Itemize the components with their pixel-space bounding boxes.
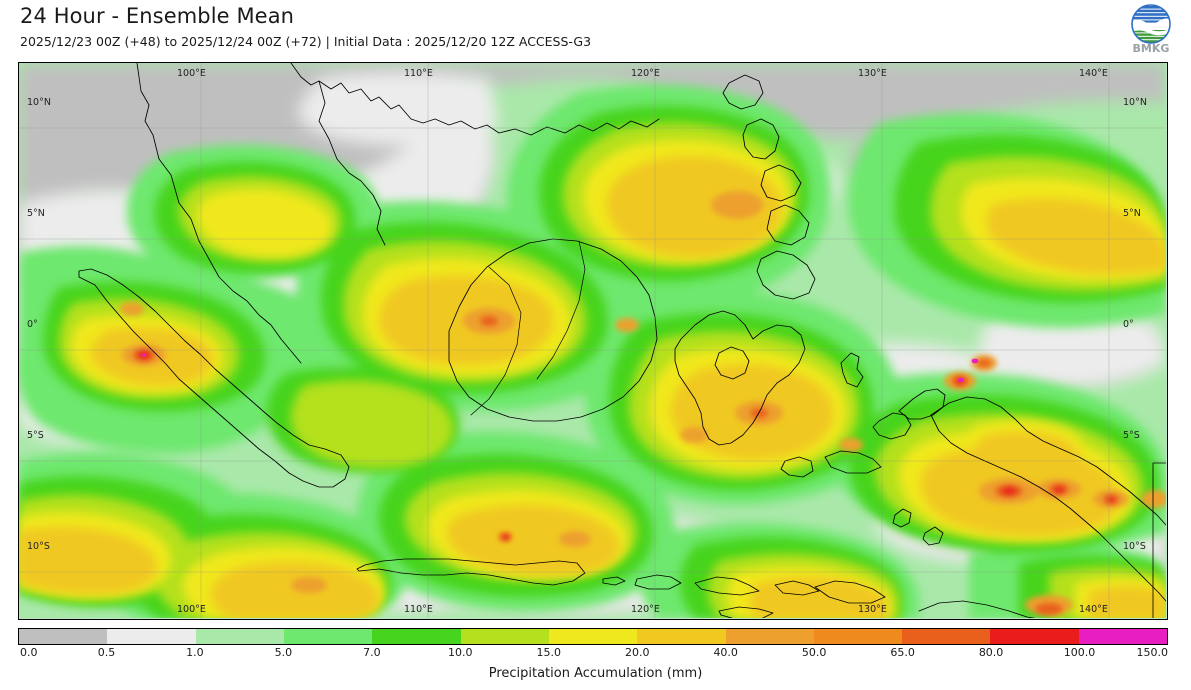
header-bar: 24 Hour - Ensemble Mean 2025/12/23 00Z (…: [0, 0, 1191, 58]
map-canvas: 10°N 5°N 0° 5°S 10°S 10°N 5°N 0° 5°S 10°…: [19, 63, 1166, 618]
colorbar-tick-1: 0.5: [97, 646, 116, 659]
colorbar-segment-12: [1078, 629, 1168, 644]
colorbar-caption: Precipitation Accumulation (mm): [488, 666, 703, 681]
lon-label-top-1: 110°E: [404, 68, 433, 79]
colorbar-tick-7: 20.0: [624, 646, 650, 659]
colorbar-tick-13: 150.0: [1136, 646, 1169, 659]
precipitation-map[interactable]: 10°N 5°N 0° 5°S 10°S 10°N 5°N 0° 5°S 10°…: [18, 62, 1168, 620]
colorbar-tick-5: 10.0: [448, 646, 473, 659]
colorbar-segment-6: [548, 629, 638, 644]
lat-label-right-4: 10°S: [1123, 541, 1146, 552]
lon-label-top-2: 120°E: [631, 68, 660, 79]
bmkg-logo-text: BMKG: [1133, 42, 1170, 54]
colorbar-segment-1: [107, 629, 196, 644]
graticule: [19, 63, 1166, 618]
colorbar-segment-7: [637, 629, 726, 644]
coastlines: [78, 63, 1166, 618]
colorbar-segment-10: [902, 629, 991, 644]
colorbar-tick-2: 1.0: [186, 646, 204, 659]
colorbar-segment-2: [195, 629, 284, 644]
lon-label-bottom-2: 120°E: [631, 604, 660, 615]
lat-label-left-3: 5°S: [27, 430, 44, 441]
colorbar-segment-4: [372, 629, 461, 644]
lat-label-right-3: 5°S: [1123, 430, 1140, 441]
lat-label-left-0: 10°N: [27, 97, 51, 108]
page-subtitle: 2025/12/23 00Z (+48) to 2025/12/24 00Z (…: [20, 34, 592, 49]
lon-label-top-4: 140°E: [1079, 68, 1108, 79]
colorbar-gradient: [18, 628, 1168, 645]
colorbar-tick-6: 15.0: [536, 646, 562, 659]
lat-label-left-1: 5°N: [27, 208, 45, 219]
colorbar-segment-3: [283, 629, 373, 644]
colorbar-tick-11: 80.0: [978, 646, 1004, 659]
colorbar-segment-0: [19, 629, 108, 644]
bmkg-logo-icon: BMKG: [1131, 4, 1171, 54]
colorbar-segment-5: [460, 629, 549, 644]
colorbar-segment-11: [990, 629, 1079, 644]
lon-label-top-0: 100°E: [177, 68, 206, 79]
lon-label-bottom-1: 110°E: [404, 604, 433, 615]
field-magenta-cores: [142, 353, 979, 383]
colorbar-tick-10: 65.0: [890, 646, 915, 659]
lon-label-bottom-4: 140°E: [1079, 604, 1108, 615]
lat-label-right-0: 10°N: [1123, 97, 1147, 108]
graticule-labels: 10°N 5°N 0° 5°S 10°S 10°N 5°N 0° 5°S 10°…: [27, 68, 1147, 615]
colorbar-segment-8: [725, 629, 814, 644]
colorbar: [18, 628, 1168, 645]
lon-label-top-3: 130°E: [858, 68, 887, 79]
colorbar-tick-3: 5.0: [274, 646, 293, 659]
colorbar-tick-0: 0.0: [20, 646, 38, 659]
lon-label-bottom-0: 100°E: [177, 604, 206, 615]
colorbar-tick-9: 50.0: [801, 646, 827, 659]
colorbar-segment-9: [813, 629, 903, 644]
lon-label-bottom-3: 130°E: [858, 604, 887, 615]
lat-label-left-4: 10°S: [27, 541, 50, 552]
lat-label-right-2: 0°: [1123, 319, 1134, 330]
colorbar-ticks: 0.0 0.5 1.0 5.0 7.0 10.0 15.0 20.0 40.0 50.0 65.0 8…: [18, 646, 1168, 662]
lat-label-left-2: 0°: [27, 319, 38, 330]
page-title: 24 Hour - Ensemble Mean: [20, 4, 295, 28]
colorbar-tick-8: 40.0: [713, 646, 738, 659]
colorbar-tick-4: 7.0: [363, 646, 381, 659]
lat-label-right-1: 5°N: [1123, 208, 1141, 219]
colorbar-tick-12: 100.0: [1063, 646, 1096, 659]
